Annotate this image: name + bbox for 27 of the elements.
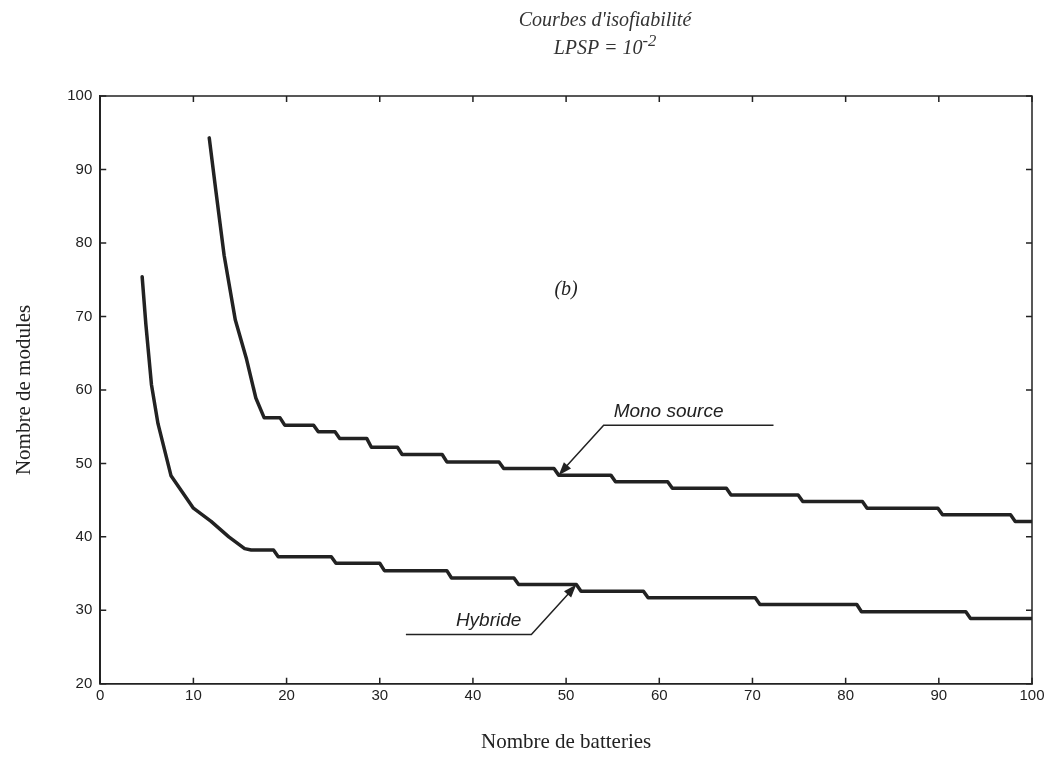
series-label: Hybride <box>455 609 522 631</box>
x-tick-label: 40 <box>464 685 482 703</box>
x-tick-label: 10 <box>185 685 202 703</box>
annotation: (b) <box>554 276 579 300</box>
y-axis-title: Nombre de modules <box>11 304 36 475</box>
y-tick-label: 80 <box>75 232 93 250</box>
x-axis-title: Nombre de batteries <box>480 728 652 753</box>
x-tick-label: 90 <box>930 685 948 703</box>
y-tick-label: 100 <box>67 85 93 103</box>
y-tick-label: 30 <box>75 600 93 618</box>
x-tick-label: 100 <box>1019 685 1045 703</box>
y-tick-label: 50 <box>75 453 93 471</box>
y-tick-label: 40 <box>75 526 93 544</box>
y-tick-label: 20 <box>75 673 93 691</box>
x-tick-label: 50 <box>557 685 575 703</box>
x-tick-label: 0 <box>96 685 105 703</box>
text: Mono source <box>613 399 724 421</box>
chart-title: Courbes d'isofiabilité <box>517 8 693 31</box>
x-tick-label: 20 <box>278 685 295 703</box>
x-tick-label: 60 <box>650 685 668 703</box>
chart-subtitle: LPSP = 10$^{-2}$ <box>552 31 658 59</box>
x-tick-label: 70 <box>744 685 761 703</box>
y-tick-label: 60 <box>75 379 93 397</box>
y-tick-label: 70 <box>75 306 93 324</box>
x-tick-label: 80 <box>837 685 854 703</box>
y-tick-label: 90 <box>75 159 93 177</box>
x-tick-label: 30 <box>371 685 389 703</box>
